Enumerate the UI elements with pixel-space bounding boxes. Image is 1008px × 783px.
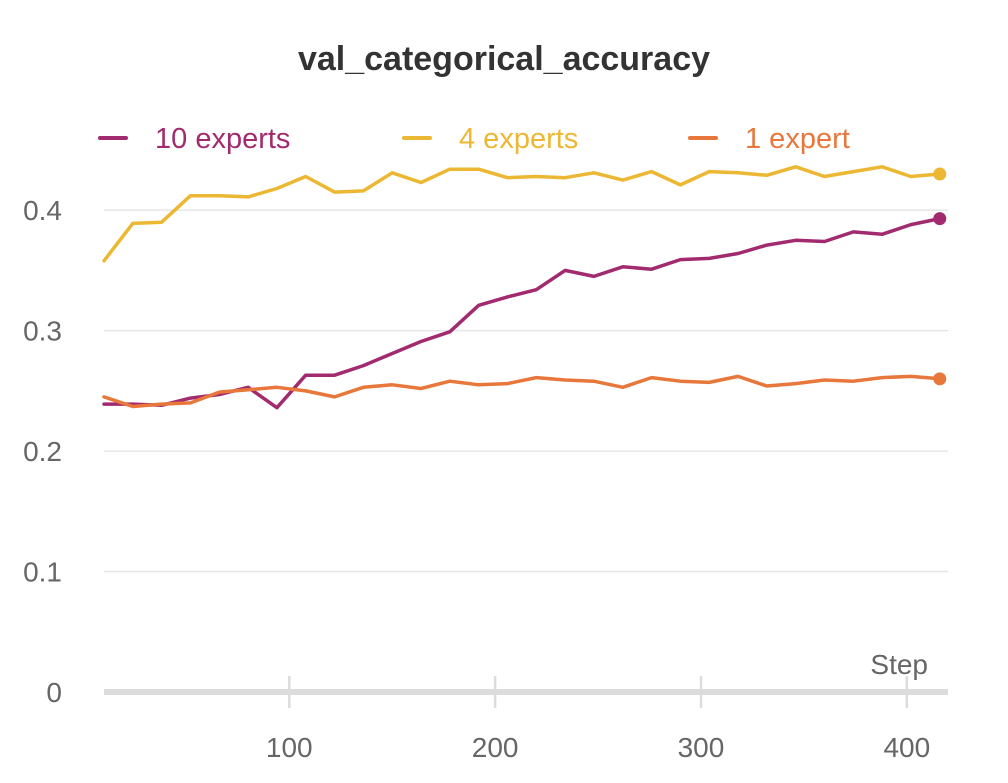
legend-item: 4 experts	[402, 123, 578, 155]
x-tick-label: 300	[678, 732, 725, 763]
axes: 0 0.1 0.2 0.3 0.4 100 200 300 400	[23, 195, 948, 763]
y-tick-label: 0.1	[23, 557, 62, 588]
series-end-point	[933, 372, 947, 386]
legend-label: 10 experts	[155, 123, 290, 155]
y-tick-label: 0	[46, 677, 62, 708]
x-axis-label: Step	[870, 649, 928, 680]
series-group	[102, 165, 947, 410]
legend-item: 1 expert	[688, 123, 850, 155]
x-tick-label: 100	[266, 732, 313, 763]
y-tick-label: 0.2	[23, 436, 62, 467]
y-tick-label: 0.3	[23, 316, 62, 347]
y-tick-label: 0.4	[23, 195, 62, 226]
legend-label: 4 experts	[459, 123, 578, 155]
legend: 10 experts 4 experts 1 expert	[98, 123, 850, 155]
series-end-point	[933, 212, 947, 226]
series-end-point	[933, 167, 947, 181]
chart-title: val_categorical_accuracy	[298, 40, 710, 78]
x-tick-label: 400	[883, 732, 930, 763]
legend-label: 1 expert	[745, 123, 850, 155]
series-line	[102, 165, 942, 263]
x-tick-label: 200	[472, 732, 519, 763]
grid	[104, 209, 948, 573]
legend-item: 10 experts	[98, 123, 290, 155]
series-line	[102, 374, 942, 409]
